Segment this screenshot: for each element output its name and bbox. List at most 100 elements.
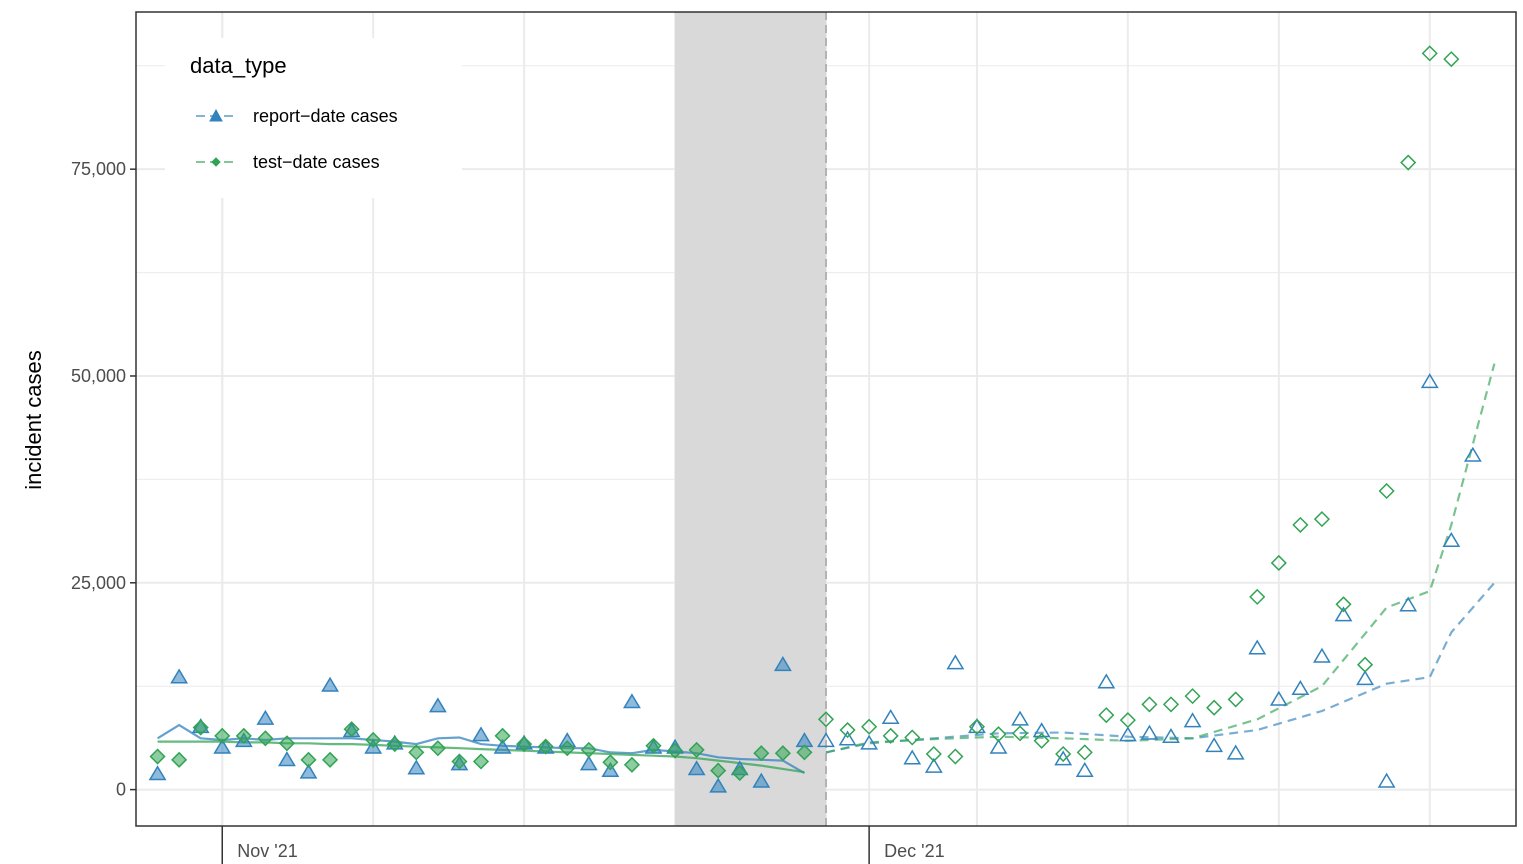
legend-key-test-marker bbox=[211, 157, 221, 167]
point-test-observed bbox=[774, 745, 791, 762]
point-test-later bbox=[990, 726, 1007, 743]
point-report-later bbox=[881, 708, 900, 725]
point-report-observed bbox=[687, 760, 706, 776]
point-report-later bbox=[1291, 680, 1310, 696]
point-report-later bbox=[1011, 710, 1029, 726]
point-test-observed bbox=[602, 754, 619, 771]
point-report-later bbox=[946, 654, 965, 670]
point-report-later bbox=[1162, 728, 1180, 744]
point-report-later bbox=[903, 749, 922, 765]
point-report-observed bbox=[709, 777, 728, 793]
point-test-observed bbox=[192, 719, 209, 736]
point-report-later bbox=[1140, 724, 1159, 740]
point-test-later bbox=[882, 727, 899, 744]
point-report-later bbox=[989, 738, 1008, 754]
point-report-observed bbox=[428, 697, 447, 713]
point-test-later bbox=[1357, 656, 1374, 673]
point-report-observed bbox=[752, 772, 771, 788]
point-test-later bbox=[1249, 588, 1266, 605]
point-report-later bbox=[1183, 712, 1202, 728]
point-test-observed bbox=[235, 727, 252, 744]
point-report-later bbox=[1205, 737, 1224, 753]
point-report-later bbox=[1118, 726, 1137, 742]
point-report-observed bbox=[213, 738, 232, 754]
point-report-observed bbox=[299, 763, 318, 779]
point-test-later bbox=[925, 745, 942, 763]
point-test-later bbox=[1335, 596, 1352, 613]
axes: 0 25,000 50,000 75,000 Nov '21 Dec '21 bbox=[71, 159, 945, 864]
point-report-later bbox=[1334, 606, 1353, 622]
point-test-later bbox=[1184, 688, 1201, 705]
series-points bbox=[148, 45, 1482, 793]
y-axis-tick-label: 0 bbox=[116, 780, 126, 800]
legend-key-test bbox=[196, 157, 236, 167]
shaded-interval bbox=[675, 12, 826, 826]
y-axis-tick-label: 75,000 bbox=[71, 159, 126, 179]
point-test-later bbox=[1206, 699, 1223, 716]
point-test-later bbox=[1055, 745, 1072, 763]
point-test-observed bbox=[214, 727, 231, 744]
point-test-observed bbox=[667, 742, 684, 759]
legend-key-report bbox=[196, 108, 236, 122]
legend-key-report-marker bbox=[209, 108, 223, 122]
point-report-observed bbox=[579, 755, 598, 771]
point-report-later bbox=[1075, 761, 1094, 777]
point-test-later bbox=[817, 711, 835, 728]
point-report-later bbox=[1420, 373, 1439, 389]
point-test-later bbox=[904, 729, 921, 746]
point-test-observed bbox=[731, 764, 748, 782]
point-report-later bbox=[1463, 446, 1482, 462]
point-report-later bbox=[1442, 531, 1461, 547]
point-test-observed bbox=[257, 730, 274, 747]
point-test-later bbox=[1270, 554, 1287, 571]
point-test-observed bbox=[322, 751, 339, 768]
point-report-observed bbox=[278, 751, 296, 767]
point-report-observed bbox=[773, 656, 792, 672]
point-report-later bbox=[817, 732, 835, 748]
point-test-observed bbox=[688, 741, 705, 758]
point-test-later bbox=[1098, 707, 1115, 724]
point-test-later bbox=[1012, 725, 1029, 742]
point-report-later bbox=[1248, 639, 1267, 655]
point-report-observed bbox=[407, 759, 426, 775]
series-test-forecast-line bbox=[825, 363, 1496, 754]
point-test-observed bbox=[623, 756, 640, 773]
point-test-observed bbox=[559, 740, 576, 757]
point-test-observed bbox=[429, 740, 446, 757]
point-test-observed bbox=[451, 753, 468, 770]
point-report-observed bbox=[493, 738, 512, 754]
point-test-later bbox=[947, 748, 964, 765]
point-test-observed bbox=[645, 737, 662, 754]
point-test-later bbox=[861, 718, 878, 735]
point-test-observed bbox=[537, 738, 554, 755]
point-test-observed bbox=[278, 735, 295, 752]
point-test-later bbox=[1292, 516, 1309, 533]
point-test-later bbox=[1162, 696, 1180, 713]
point-test-later bbox=[1119, 712, 1136, 729]
legend-label-report: report−date cases bbox=[253, 106, 398, 126]
point-report-observed bbox=[170, 668, 189, 684]
point-test-observed bbox=[753, 745, 770, 762]
point-report-observed bbox=[321, 676, 339, 692]
point-report-later bbox=[1356, 670, 1374, 686]
plot-panel-border bbox=[135, 11, 1517, 827]
point-test-later bbox=[1400, 154, 1417, 171]
point-report-later bbox=[860, 734, 879, 750]
point-report-later bbox=[1032, 722, 1051, 738]
point-test-later bbox=[1141, 696, 1158, 713]
point-test-later bbox=[968, 718, 985, 735]
point-report-observed bbox=[472, 726, 490, 742]
point-test-observed bbox=[386, 736, 403, 753]
point-report-observed bbox=[148, 765, 167, 781]
point-test-later bbox=[839, 721, 856, 739]
point-test-later bbox=[1421, 45, 1438, 62]
y-axis-label: incident cases bbox=[21, 350, 46, 489]
point-test-observed bbox=[149, 748, 166, 765]
y-axis-tick-label: 50,000 bbox=[71, 366, 126, 386]
point-test-later bbox=[1076, 744, 1093, 761]
point-test-observed bbox=[796, 744, 813, 761]
point-test-observed bbox=[580, 741, 597, 758]
point-report-observed bbox=[256, 709, 275, 725]
point-test-later bbox=[1033, 732, 1050, 749]
